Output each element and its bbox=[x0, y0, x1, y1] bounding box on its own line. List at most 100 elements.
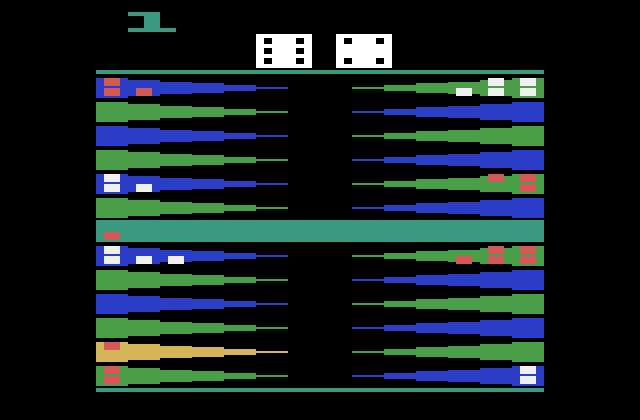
right-die-value: 4 bbox=[336, 34, 337, 35]
bottom-right-point-2-segment bbox=[352, 279, 384, 281]
top-left-point-1[interactable] bbox=[96, 78, 288, 98]
bottom-left-point-4-segment bbox=[128, 320, 160, 336]
left-die-value: 6 bbox=[256, 34, 257, 35]
top-left-point-3-segment bbox=[192, 131, 224, 141]
bottom-right-point-3-segment bbox=[384, 301, 416, 307]
bottom-left-point-6[interactable] bbox=[96, 366, 288, 386]
die-pip bbox=[344, 38, 352, 44]
top-right-point-6[interactable] bbox=[352, 198, 544, 218]
bottom-right-point-6-segment bbox=[416, 371, 448, 381]
bottom-left-point-1[interactable] bbox=[96, 246, 288, 266]
bottom-right-1-checker bbox=[456, 256, 472, 264]
bottom-right-point-2[interactable] bbox=[352, 270, 544, 290]
top-right-5-checker bbox=[520, 174, 536, 182]
top-right-point-4-segment bbox=[384, 157, 416, 163]
top-left-point-2[interactable] bbox=[96, 102, 288, 122]
bottom-left-point-5[interactable] bbox=[96, 342, 288, 362]
left-die[interactable]: 6 bbox=[256, 34, 312, 68]
die-pip bbox=[296, 38, 304, 44]
top-left-1-checker bbox=[104, 78, 120, 86]
bottom-left-point-6-segment bbox=[160, 370, 192, 382]
top-right-point-3-segment bbox=[480, 128, 512, 144]
top-right-point-3-segment bbox=[448, 130, 480, 142]
top-right-point-1-segment bbox=[384, 85, 416, 91]
top-left-point-3-segment bbox=[96, 126, 128, 146]
bottom-right-point-3-segment bbox=[480, 296, 512, 312]
top-frame-line bbox=[96, 70, 544, 74]
top-left-point-3[interactable] bbox=[96, 126, 288, 146]
top-right-point-3-segment bbox=[352, 135, 384, 137]
bottom-left-point-4[interactable] bbox=[96, 318, 288, 338]
bottom-right-point-2-segment bbox=[512, 270, 544, 290]
top-left-point-6-segment bbox=[192, 203, 224, 213]
bottom-left-point-2-segment bbox=[256, 279, 288, 281]
bottom-left-5-checker bbox=[104, 342, 120, 350]
top-left-point-2-segment bbox=[160, 106, 192, 118]
bottom-right-1-checker bbox=[520, 246, 536, 254]
bottom-right-point-4-segment bbox=[448, 322, 480, 334]
top-right-1-checker bbox=[456, 88, 472, 96]
top-right-point-2[interactable] bbox=[352, 102, 544, 122]
bottom-left-1-checker bbox=[104, 246, 120, 254]
top-right-point-4[interactable] bbox=[352, 150, 544, 170]
top-right-point-5[interactable] bbox=[352, 174, 544, 194]
bottom-right-point-3-segment bbox=[416, 299, 448, 309]
top-left-5-checker bbox=[104, 184, 120, 192]
top-right-5-checker bbox=[520, 184, 536, 192]
bottom-left-point-6-segment bbox=[224, 373, 256, 379]
bottom-right-point-6[interactable] bbox=[352, 366, 544, 386]
top-left-point-3-segment bbox=[128, 128, 160, 144]
bottom-left-point-1-segment bbox=[192, 251, 224, 261]
right-die[interactable]: 4 bbox=[336, 34, 392, 68]
bottom-right-point-3-segment bbox=[448, 298, 480, 310]
top-right-point-4-segment bbox=[416, 155, 448, 165]
bottom-left-point-5-segment bbox=[160, 346, 192, 358]
bottom-left-point-3-segment bbox=[192, 299, 224, 309]
top-right-point-4-segment bbox=[512, 150, 544, 170]
top-left-5-checker bbox=[136, 184, 152, 192]
top-right-point-2-segment bbox=[448, 106, 480, 118]
bottom-left-point-4-segment bbox=[96, 318, 128, 338]
bottom-right-point-5-segment bbox=[480, 344, 512, 360]
top-right-point-1[interactable] bbox=[352, 78, 544, 98]
top-left-point-2-segment bbox=[96, 102, 128, 122]
die-pip bbox=[296, 58, 304, 64]
top-left-point-5[interactable] bbox=[96, 174, 288, 194]
bottom-left-point-6-segment bbox=[128, 368, 160, 384]
bottom-left-point-2-segment bbox=[224, 277, 256, 283]
bottom-right-point-4-segment bbox=[352, 327, 384, 329]
bottom-right-point-6-segment bbox=[480, 368, 512, 384]
top-right-1-checker bbox=[520, 88, 536, 96]
bottom-left-point-4-segment bbox=[192, 323, 224, 333]
bottom-left-point-2[interactable] bbox=[96, 270, 288, 290]
top-left-point-6[interactable] bbox=[96, 198, 288, 218]
bottom-left-point-2-segment bbox=[160, 274, 192, 286]
bottom-right-point-4-segment bbox=[384, 325, 416, 331]
top-right-point-3[interactable] bbox=[352, 126, 544, 146]
bottom-left-point-3-segment bbox=[96, 294, 128, 314]
bottom-left-point-3[interactable] bbox=[96, 294, 288, 314]
top-left-point-4-segment bbox=[96, 150, 128, 170]
top-left-point-4-segment bbox=[192, 155, 224, 165]
top-left-1-checker bbox=[104, 88, 120, 96]
top-left-point-1-segment bbox=[224, 85, 256, 91]
bottom-right-point-6-segment bbox=[352, 375, 384, 377]
bottom-right-point-5[interactable] bbox=[352, 342, 544, 362]
top-right-point-1-segment bbox=[416, 83, 448, 93]
top-left-point-5-segment bbox=[256, 183, 288, 185]
bottom-left-point-3-segment bbox=[256, 303, 288, 305]
top-left-5-checker bbox=[104, 174, 120, 182]
bottom-right-point-3[interactable] bbox=[352, 294, 544, 314]
top-left-point-4[interactable] bbox=[96, 150, 288, 170]
bottom-right-point-1-segment bbox=[352, 255, 384, 257]
bar-checker bbox=[104, 232, 120, 240]
bottom-right-point-1[interactable] bbox=[352, 246, 544, 266]
top-left-point-3-segment bbox=[160, 130, 192, 142]
player-one-indicator-icon bbox=[128, 12, 176, 32]
bottom-left-point-3-segment bbox=[128, 296, 160, 312]
bottom-right-point-4[interactable] bbox=[352, 318, 544, 338]
top-right-point-2-segment bbox=[416, 107, 448, 117]
bottom-right-point-5-segment bbox=[384, 349, 416, 355]
top-right-1-checker bbox=[520, 78, 536, 86]
bottom-left-point-5-segment bbox=[128, 344, 160, 360]
